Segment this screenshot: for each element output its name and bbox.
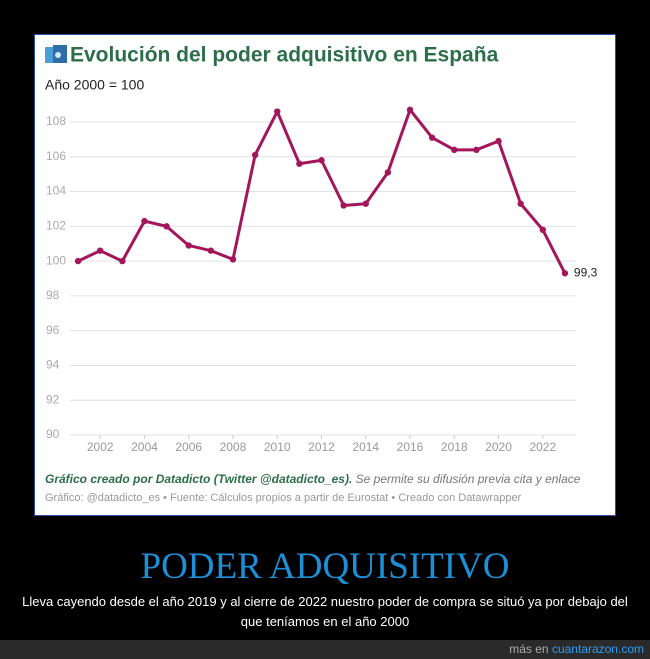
x-tick-label: 2018 — [441, 440, 468, 454]
x-tick-label: 2010 — [264, 440, 291, 454]
source: Gráfico: @datadicto_es • Fuente: Cálculo… — [45, 492, 522, 504]
point — [428, 134, 436, 141]
y-tick-label: 108 — [46, 114, 66, 128]
y-tick-label: 104 — [46, 184, 66, 198]
point — [362, 200, 369, 207]
x-tick-label: 2016 — [397, 440, 424, 454]
x-tick-label: 2022 — [529, 440, 556, 454]
x-tick-label: 2004 — [131, 440, 158, 454]
x-tick-label: 2012 — [308, 440, 335, 454]
point — [229, 256, 237, 263]
y-tick-label: 102 — [46, 218, 66, 232]
point — [141, 217, 148, 225]
caption-title: PODER ADQUISITIVO — [140, 546, 510, 587]
x-tick-label: 2002 — [87, 440, 114, 454]
point — [495, 137, 502, 145]
credit-main: Gráfico creado por Datadicto (Twitter @d… — [45, 472, 352, 486]
point — [318, 157, 325, 164]
point — [296, 160, 303, 167]
chart: Evolución del poder adquisitivo en Españ… — [34, 34, 616, 516]
caption-text: Lleva cayendo desde el año 2019 y al cie… — [22, 594, 628, 629]
x-tick-label: 2008 — [220, 440, 247, 454]
money-icon — [45, 45, 67, 63]
value-label: 99,3 — [574, 265, 598, 279]
point — [406, 106, 414, 114]
point — [384, 169, 392, 176]
point — [251, 151, 259, 159]
y-tick-label: 106 — [46, 149, 66, 163]
point — [561, 270, 569, 277]
x-tick-label: 2006 — [175, 440, 202, 454]
y-tick-label: 100 — [46, 253, 66, 267]
x-tick-label: 2014 — [352, 440, 379, 454]
chart-title: Evolución del poder adquisitivo en Españ… — [70, 44, 499, 67]
y-tick-label: 96 — [46, 323, 60, 337]
y-tick-label: 98 — [46, 288, 60, 302]
y-tick-label: 90 — [46, 427, 60, 441]
y-tick-label: 92 — [46, 392, 60, 406]
footer-prefix: más en — [509, 642, 549, 656]
point — [340, 202, 347, 209]
y-tick-label: 94 — [46, 358, 60, 372]
x-tick-label: 2020 — [485, 440, 512, 454]
point — [539, 226, 547, 234]
point — [185, 242, 192, 249]
point — [517, 200, 524, 207]
footer-bar: más en cuantarazon.com — [0, 640, 650, 659]
credit: Gráfico creado por Datadicto (Twitter @d… — [45, 472, 581, 486]
point — [163, 223, 170, 230]
point — [473, 146, 480, 154]
chart-subtitle: Año 2000 = 100 — [45, 77, 144, 93]
point — [96, 247, 104, 254]
footer: más en cuantarazon.com — [509, 642, 644, 656]
point — [119, 257, 126, 265]
point — [207, 247, 215, 254]
point — [274, 108, 281, 115]
credit-note: Se permite su difusión previa cita y enl… — [356, 472, 581, 486]
point — [74, 257, 82, 265]
footer-link[interactable]: cuantarazon.com — [551, 642, 644, 656]
point — [451, 146, 458, 154]
